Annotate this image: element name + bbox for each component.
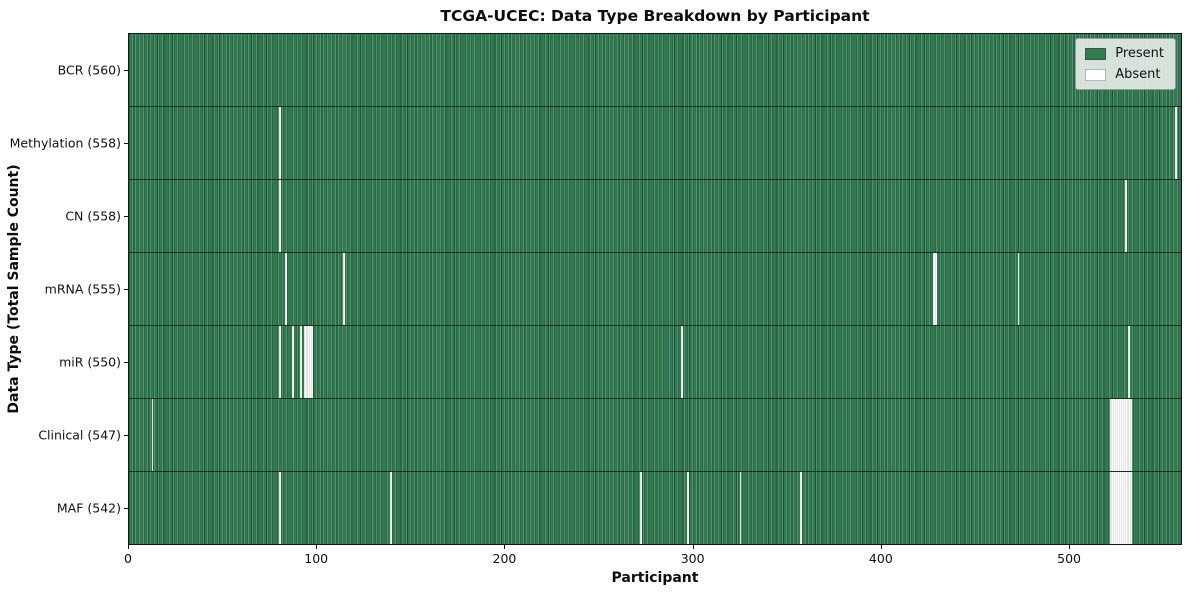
x-tick-mark bbox=[880, 545, 882, 549]
absent-column bbox=[739, 472, 742, 544]
absent-column bbox=[1113, 472, 1116, 544]
absent-column bbox=[1124, 472, 1127, 544]
absent-column bbox=[343, 253, 346, 325]
absent-column bbox=[1128, 472, 1131, 544]
y-tick-mark bbox=[124, 142, 128, 144]
heatmap-row-CN bbox=[129, 180, 1181, 253]
legend-item-absent: Absent bbox=[1085, 67, 1164, 82]
y-tick-label-mRNA: mRNA (555) bbox=[44, 281, 121, 297]
heatmap-row-BCR bbox=[129, 34, 1181, 107]
absent-column bbox=[1115, 399, 1118, 471]
absent-column bbox=[1117, 399, 1119, 471]
absent-column bbox=[1124, 399, 1127, 471]
x-axis-label: Participant bbox=[611, 570, 699, 586]
x-tick-mark bbox=[692, 545, 694, 549]
heatmap-plot-area bbox=[128, 33, 1182, 545]
x-tick-label-100: 100 bbox=[304, 551, 329, 566]
legend-label-absent: Absent bbox=[1115, 67, 1161, 82]
absent-column bbox=[686, 472, 689, 544]
heatmap-row-Methylation bbox=[129, 107, 1181, 180]
y-tick-label-miR: miR (550) bbox=[59, 354, 121, 370]
absent-column bbox=[1111, 399, 1114, 471]
y-tick-mark bbox=[124, 215, 128, 217]
absent-column bbox=[639, 472, 642, 544]
absent-column bbox=[1130, 399, 1133, 471]
x-tick-label-500: 500 bbox=[1057, 551, 1081, 566]
absent-column bbox=[299, 326, 302, 398]
x-tick-label-200: 200 bbox=[492, 551, 517, 566]
heatmap-row-mRNA bbox=[129, 253, 1181, 326]
y-tick-label-MAF: MAF (542) bbox=[56, 500, 121, 516]
x-tick-mark bbox=[316, 545, 318, 549]
x-tick-label-0: 0 bbox=[124, 551, 132, 566]
y-tick-mark bbox=[124, 508, 128, 510]
absent-column bbox=[934, 253, 937, 325]
absent-column bbox=[279, 472, 282, 544]
absent-column bbox=[1117, 472, 1119, 544]
absent-column bbox=[1126, 399, 1129, 471]
absent-column bbox=[1120, 399, 1123, 471]
x-tick-label-300: 300 bbox=[680, 551, 705, 566]
absent-column bbox=[1122, 472, 1125, 544]
absent-column bbox=[305, 326, 308, 398]
y-tick-label-Methylation: Methylation (558) bbox=[9, 135, 121, 151]
present-swatch-icon bbox=[1085, 47, 1107, 60]
absent-column bbox=[279, 326, 282, 398]
absent-swatch-icon bbox=[1085, 68, 1107, 81]
y-tick-mark bbox=[124, 362, 128, 364]
absent-column bbox=[1175, 107, 1178, 179]
absent-column bbox=[681, 326, 684, 398]
heatmap-row-miR bbox=[129, 326, 1181, 399]
legend: Present Absent bbox=[1075, 38, 1176, 90]
absent-column bbox=[1109, 472, 1112, 544]
x-tick-mark bbox=[504, 545, 506, 549]
chart-title: TCGA-UCEC: Data Type Breakdown by Partic… bbox=[440, 7, 870, 25]
absent-column bbox=[279, 107, 282, 179]
absent-column bbox=[1130, 472, 1133, 544]
absent-column bbox=[1115, 472, 1118, 544]
absent-column bbox=[1124, 180, 1127, 252]
absent-column bbox=[307, 326, 310, 398]
absent-column bbox=[1128, 326, 1131, 398]
absent-column bbox=[1113, 399, 1116, 471]
x-tick-mark bbox=[128, 545, 129, 549]
heatmap-row-MAF bbox=[129, 472, 1181, 544]
y-tick-label-CN: CN (558) bbox=[65, 208, 121, 224]
absent-column bbox=[292, 326, 295, 398]
y-tick-mark bbox=[124, 69, 128, 71]
absent-column bbox=[284, 253, 287, 325]
absent-column bbox=[1017, 253, 1020, 325]
absent-column bbox=[1120, 472, 1123, 544]
absent-column bbox=[799, 472, 802, 544]
x-tick-mark bbox=[1069, 545, 1071, 549]
absent-column bbox=[1111, 472, 1114, 544]
x-tick-label-400: 400 bbox=[868, 551, 893, 566]
absent-column bbox=[933, 253, 935, 325]
y-tick-label-Clinical: Clinical (547) bbox=[38, 427, 121, 443]
absent-column bbox=[1109, 399, 1112, 471]
absent-column bbox=[1119, 472, 1121, 544]
legend-label-present: Present bbox=[1115, 46, 1164, 61]
heatmap-row-Clinical bbox=[129, 399, 1181, 472]
absent-column bbox=[390, 472, 392, 544]
absent-column bbox=[1126, 472, 1129, 544]
y-tick-label-BCR: BCR (560) bbox=[57, 62, 121, 78]
absent-column bbox=[1128, 399, 1131, 471]
absent-column bbox=[303, 326, 306, 398]
y-tick-mark bbox=[124, 435, 128, 437]
absent-column bbox=[311, 326, 314, 398]
absent-column bbox=[279, 180, 282, 252]
absent-column bbox=[151, 399, 154, 471]
absent-column bbox=[1119, 399, 1121, 471]
y-tick-mark bbox=[124, 289, 128, 290]
legend-item-present: Present bbox=[1085, 46, 1164, 61]
absent-column bbox=[1122, 399, 1125, 471]
absent-column bbox=[309, 326, 312, 398]
